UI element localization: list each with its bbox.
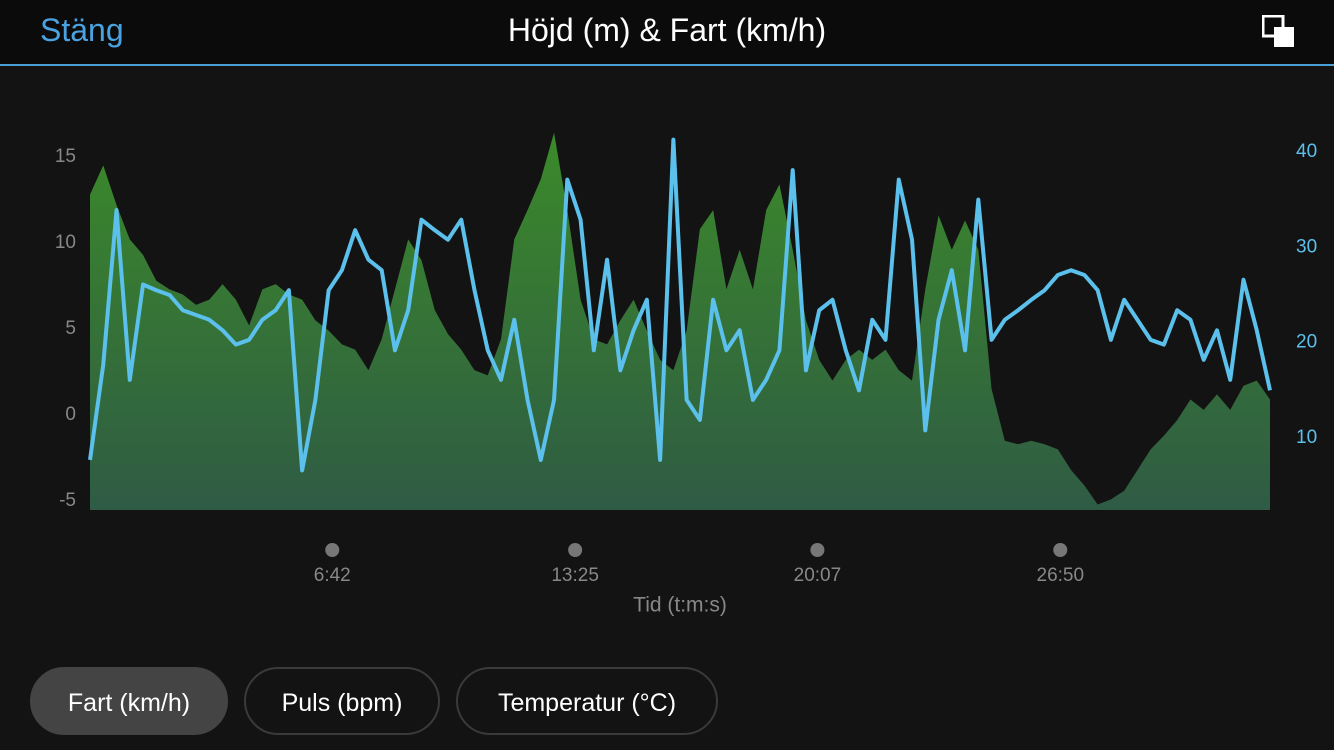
- y2-tick-label: 30: [1296, 236, 1317, 257]
- x-tick-dot: [325, 543, 340, 557]
- y-tick-label: 0: [65, 404, 76, 425]
- chart: 15 10 5 0 -5 40 30 20 10 6:42 13:25 20:07 26:50 Tid (…: [55, 132, 1317, 617]
- y-tick-label: 5: [65, 318, 76, 339]
- x-tick-dot: [1053, 543, 1068, 557]
- tab-button[interactable]: Fart (km/h): [30, 667, 228, 735]
- x-tick-label: 20:07: [794, 565, 842, 586]
- x-axis-label: Tid (t:m:s): [633, 594, 727, 617]
- y-tick-label: 15: [55, 146, 76, 167]
- header: Stäng Höjd (m) & Fart (km/h): [0, 0, 1334, 66]
- x-tick-label: 13:25: [551, 565, 599, 586]
- title: Höjd (m) & Fart (km/h): [507, 12, 827, 48]
- fullscreen-icon[interactable]: [1262, 15, 1296, 49]
- tab-button[interactable]: Temperatur (°C): [456, 667, 718, 735]
- speed-line: [88, 137, 1272, 473]
- tab-button[interactable]: Puls (bpm): [244, 667, 440, 735]
- y2-tick-label: 20: [1296, 332, 1317, 353]
- x-tick-dot: [810, 543, 825, 557]
- y2-tick-label: 40: [1296, 141, 1317, 162]
- x-tick-dot: [568, 543, 583, 557]
- close-button[interactable]: Stäng: [40, 12, 124, 48]
- elevation-area: [90, 132, 1270, 510]
- x-tick-label: 6:42: [314, 565, 351, 586]
- x-tick-label: 26:50: [1037, 565, 1085, 586]
- y2-tick-label: 10: [1296, 427, 1317, 448]
- y-tick-label: 10: [55, 232, 76, 253]
- y-tick-label: -5: [59, 490, 76, 511]
